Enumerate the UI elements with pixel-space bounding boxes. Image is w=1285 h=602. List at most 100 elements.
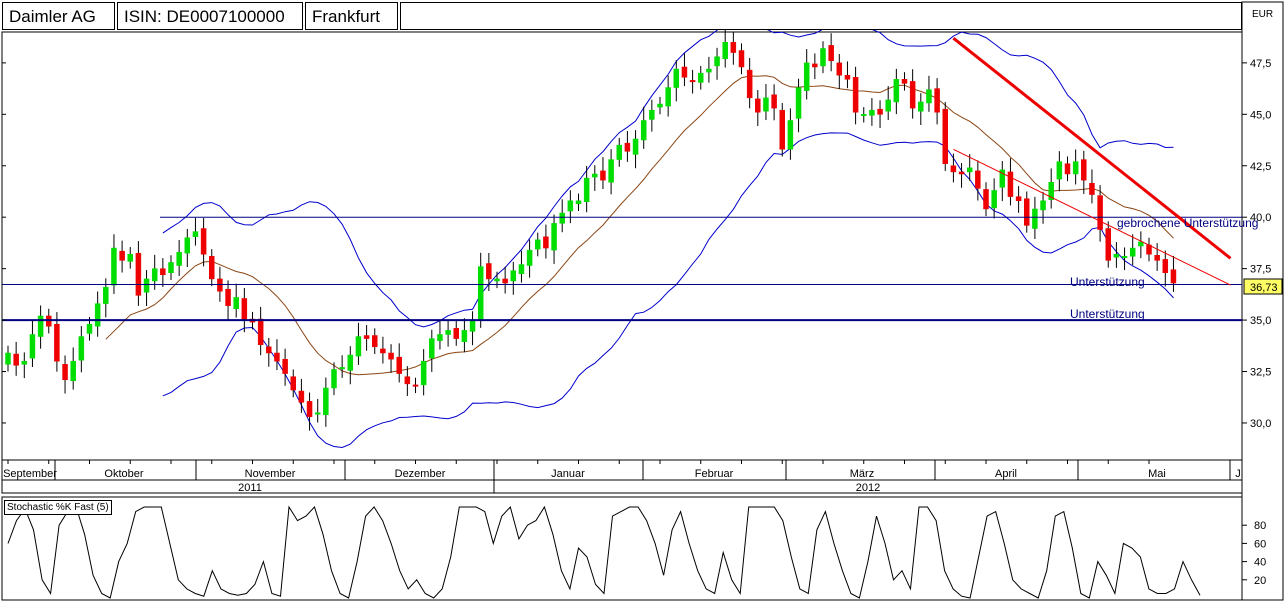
candle-up [722,42,728,59]
candle-up [445,330,451,335]
candle-up [192,231,199,237]
candle-down [274,352,280,362]
candle-up [885,99,891,112]
candle-up [706,68,712,73]
month-label: J [1235,468,1241,480]
candle-down [836,62,843,76]
stoch-y-tick-label: 80 [1254,520,1266,532]
candle-up [575,200,582,205]
candle-down [746,69,753,99]
y-tick-label: 45,0 [1250,109,1271,121]
candle-up [143,278,150,293]
candle-up [176,251,182,266]
candle-down [852,77,859,113]
candle-up [861,114,867,117]
candle-down [812,63,818,68]
y-tick-label: 35,0 [1250,315,1271,327]
last-price-tag [1243,278,1283,295]
candle-down [282,358,288,374]
candle-up [535,239,541,250]
candle-up [461,330,468,342]
candle-down [1064,163,1071,175]
candle-down [1007,171,1014,197]
candle-down [363,335,370,339]
month-label: Oktober [104,468,143,480]
candle-up [1129,247,1136,257]
stoch-y-tick-label: 60 [1254,538,1266,550]
candle-up [632,138,639,155]
candle-down [160,268,166,276]
candle-up [5,352,11,365]
month-label: Januar [551,468,585,480]
candle-down [934,88,940,113]
candle-up [787,120,794,150]
candle-up [437,334,443,341]
candle-down [624,142,631,152]
candle-up [559,212,565,224]
candle-up [429,338,435,359]
month-label: September [3,468,57,480]
candle-down [217,278,223,292]
candle-down [290,376,296,391]
month-label: Dezember [395,468,446,480]
annotation-broken-support: gebrochene Unterstützung [1117,216,1258,230]
candle-down [771,94,777,109]
candle-down [119,250,125,261]
candle-down [942,108,948,164]
year-label: 2012 [856,482,880,494]
candle-up [999,169,1006,188]
candle-down [380,348,386,354]
candle-down [975,170,981,189]
header-isin: ISIN: DE0007100000 [117,2,303,30]
candle-up [103,286,109,304]
candle-down [46,315,52,327]
candle-down [502,278,508,284]
candle-down [600,170,606,181]
candle-down [298,390,305,403]
candle-up [355,336,362,357]
candle-down [62,364,68,381]
support-trend-line [953,148,1231,286]
candle-up [323,387,329,415]
candle-up [477,266,484,320]
candle-down [241,298,248,321]
month-label: November [245,468,296,480]
candle-down [1105,228,1111,261]
candle-up [518,264,525,275]
candle-down [54,323,60,362]
candle-down [909,81,916,109]
candle-up [111,247,117,286]
candle-up [649,109,655,120]
candle-down [135,252,142,296]
candle-up [1032,208,1038,229]
stochastic-panel [1,496,1243,601]
header-blank [400,2,1242,30]
candle-up [1040,200,1046,211]
y-tick-label: 32,5 [1250,367,1271,379]
candle-up [420,360,427,386]
candle-down [1170,269,1177,284]
candle-up [567,200,574,212]
candle-up [608,159,614,183]
candle-up [127,253,133,262]
candle-up [1048,181,1054,200]
candle-up [469,319,476,332]
candle-up [233,297,239,310]
candle-up [869,109,875,116]
candle-up [1056,161,1063,180]
header-name: Daimler AG [2,2,115,30]
candle-down [543,236,549,249]
stochastic-line [7,505,1201,599]
candle-down [1024,198,1030,226]
candle-down [200,228,207,255]
candle-up [184,237,191,254]
bollinger-lower-line [162,132,1174,449]
currency-label: EUR [1252,9,1274,20]
candle-up [592,173,598,178]
candle-down [901,79,908,84]
candle-down [877,108,883,115]
candle-up [583,177,590,203]
candle-up [665,87,671,107]
candle-up [966,167,973,173]
